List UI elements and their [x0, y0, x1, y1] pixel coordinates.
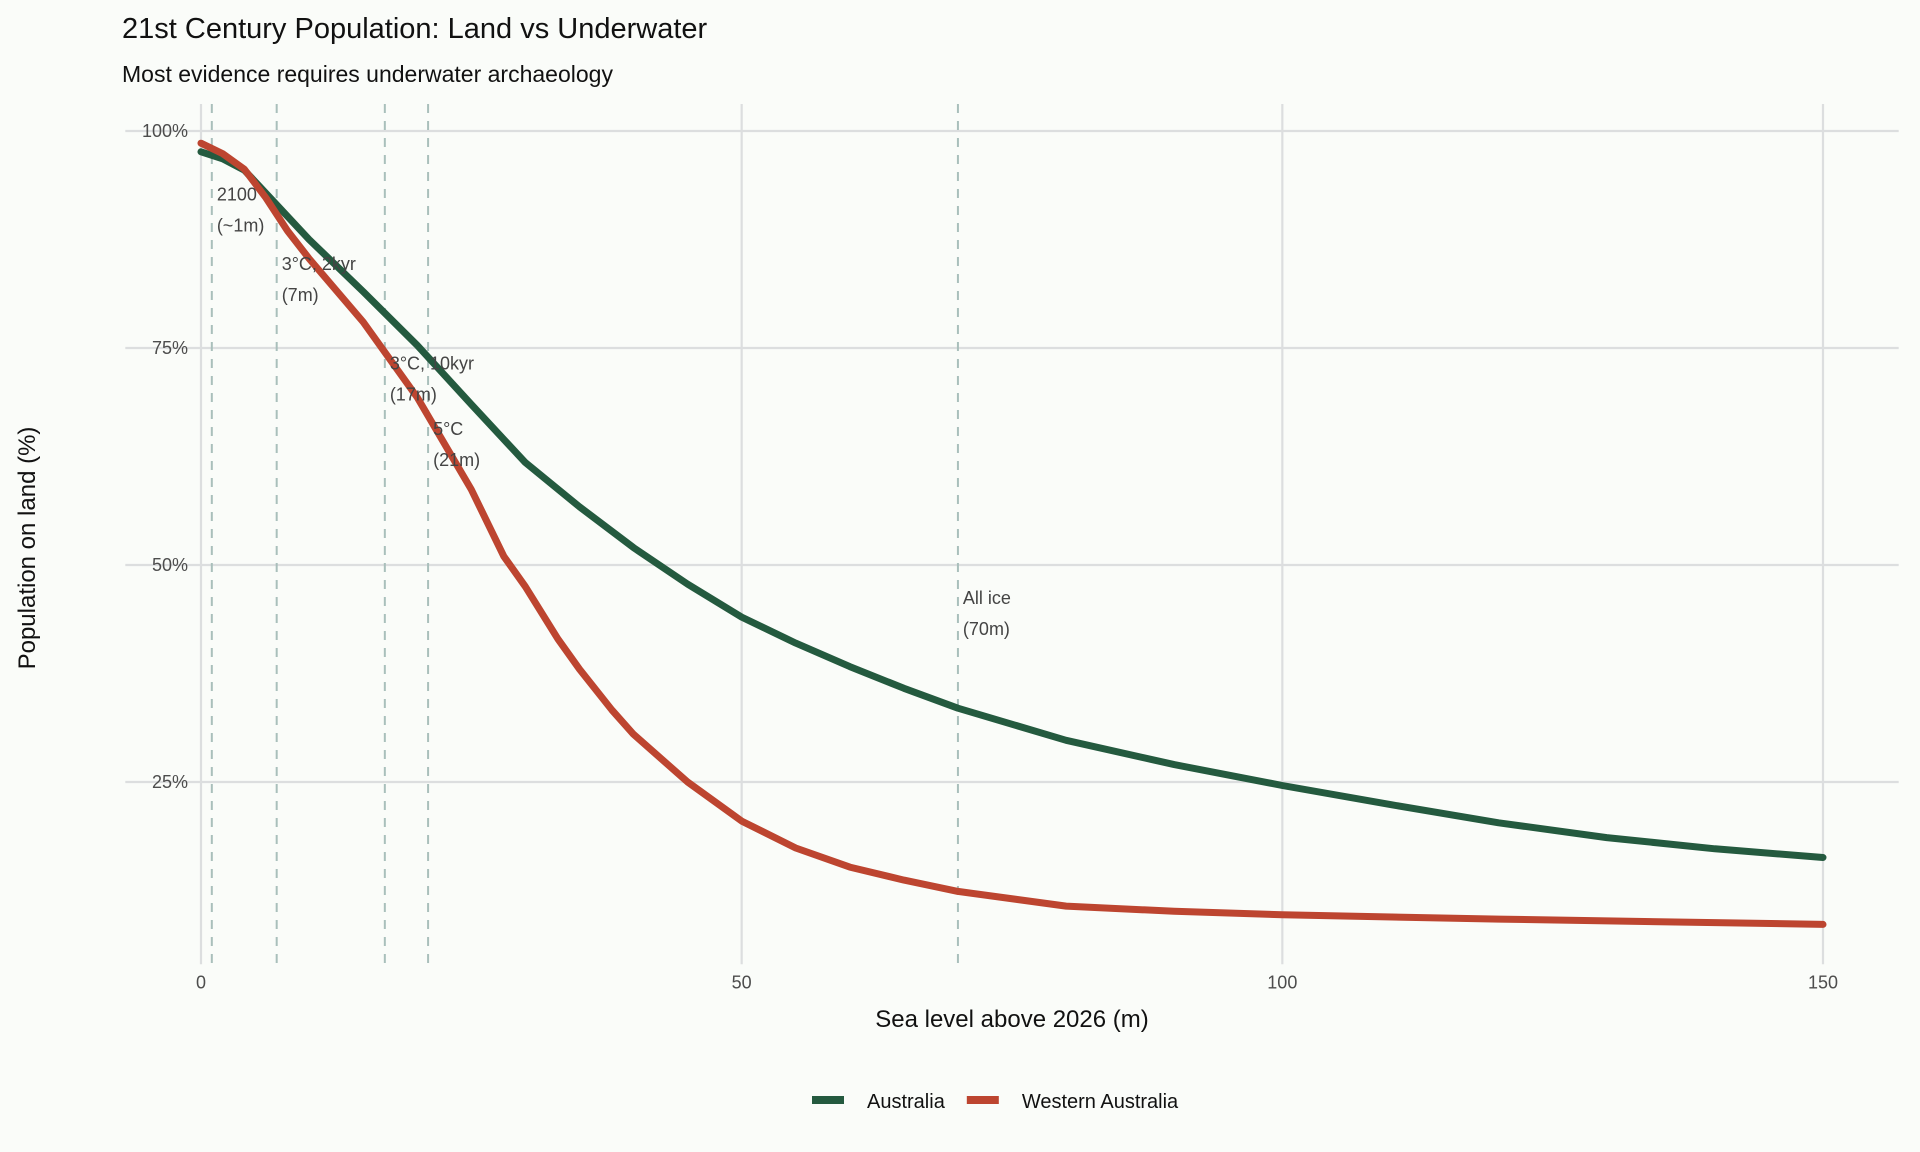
legend: Australia Western Australia — [812, 1091, 1179, 1113]
reference-lines — [210, 104, 959, 965]
tick-labels: 25% 50% 75% 100% 0 50 100 150 — [142, 121, 1838, 992]
reference-label: 3°C, 2kyr — [282, 254, 356, 274]
chart-subtitle: Most evidence requires underwater archae… — [122, 61, 613, 87]
reference-label: 2100 — [217, 184, 257, 204]
x-tick-label: 0 — [196, 972, 206, 992]
reference-labels: 2100 (~1m) 3°C, 2kyr (7m) 3°C, 10kyr (17m) 5°C… — [217, 184, 1011, 639]
x-tick-label: 50 — [732, 972, 752, 992]
y-tick-label: 75% — [152, 338, 188, 358]
legend-label: Australia — [867, 1091, 946, 1113]
reference-label: (70m) — [963, 619, 1010, 639]
y-tick-label: 100% — [142, 121, 188, 141]
series-line-western-australia — [197, 139, 1827, 928]
reference-label: (~1m) — [217, 215, 265, 235]
reference-label: All ice — [963, 588, 1011, 608]
legend-label: Western Australia — [1022, 1091, 1179, 1113]
series-lines — [197, 139, 1827, 928]
y-tick-label: 25% — [152, 772, 188, 792]
reference-label: 3°C, 10kyr — [390, 354, 474, 374]
x-tick-label: 150 — [1808, 972, 1838, 992]
x-axis-label: Sea level above 2026 (m) — [875, 1006, 1149, 1033]
y-tick-label: 50% — [152, 555, 188, 575]
series-line-australia — [197, 148, 1827, 861]
reference-label: (7m) — [282, 285, 319, 305]
reference-label: 5°C — [433, 419, 463, 439]
legend-swatch — [966, 1096, 999, 1104]
chart-title: 21st Century Population: Land vs Underwa… — [122, 13, 708, 45]
reference-label: (21m) — [433, 450, 480, 470]
x-tick-label: 100 — [1267, 972, 1297, 992]
y-axis-label: Population on land (%) — [14, 427, 41, 670]
grid — [125, 104, 1899, 965]
legend-swatch — [812, 1096, 844, 1104]
reference-label: (17m) — [390, 385, 437, 405]
